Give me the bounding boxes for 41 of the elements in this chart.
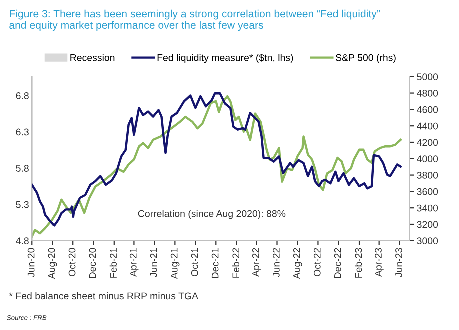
legend-label: S&P 500 (rhs)	[336, 54, 396, 64]
y2-tick-label: 5000	[417, 74, 438, 81]
x-tick-label: Jun-21	[150, 248, 158, 278]
x-tick-label: Feb-22	[232, 248, 240, 278]
y2-tick-label: 4800	[417, 90, 438, 97]
x-tick-label: Jun-22	[272, 248, 280, 278]
y2-tick-label: 4400	[417, 122, 438, 130]
x-tick-label: Aug-22	[293, 248, 302, 280]
x-tick-label: Jun-23	[396, 248, 402, 278]
x-tick-label: Apr-21	[130, 248, 139, 278]
x-tick-label: Feb-21	[110, 248, 118, 278]
y2-tick-label: 3400	[417, 204, 438, 212]
x-tick-label: Jun-20	[28, 248, 35, 278]
y-tick-label: 6.3	[16, 128, 29, 136]
y2-tick-label: 4000	[417, 156, 438, 163]
x-tick-label: Oct-20	[68, 248, 76, 277]
y-tick-label: 5.8	[16, 165, 29, 172]
x-tick-label: Feb-23	[354, 248, 362, 278]
x-tick-label: Apr-23	[375, 248, 384, 278]
legend-label: Recession	[70, 54, 115, 62]
chart-title: Figure 3: There has been seemingly a strong correlation between “Fed liquidity” and equity market performance over the last few years	[10, 10, 380, 32]
x-tick-label: Apr-22	[252, 248, 262, 278]
y2-tick-label: 3200	[417, 221, 438, 228]
x-tick-label: Oct-22	[314, 248, 321, 277]
y2-tick-label: 3600	[417, 188, 438, 196]
y-tick-label: 5.3	[16, 201, 29, 208]
x-tick-label: Dec-20	[89, 248, 96, 278]
y2-tick-label: 3000	[417, 238, 438, 245]
y2-tick-label: 4200	[417, 139, 438, 146]
x-tick-label: Dec-21	[212, 248, 219, 278]
annotation: Correlation (since Aug 2020): 88%	[138, 210, 286, 220]
y-tick-label: 4.8	[16, 238, 29, 245]
x-tick-label: Dec-22	[334, 248, 342, 278]
y2-tick-label: 4600	[417, 106, 438, 114]
text: * Fed balance sheet minus RRP minus TGA	[9, 292, 198, 300]
y-tick-label: 6.8	[16, 92, 29, 100]
x-tick-label: Aug-21	[170, 248, 180, 280]
x-tick-label: Oct-21	[191, 248, 198, 277]
legend-label: Fed liquidity measure* ($tn, lhs)	[158, 54, 294, 64]
x-tick-label: Aug-20	[48, 248, 58, 280]
y2-tick-label: 3800	[417, 172, 438, 179]
